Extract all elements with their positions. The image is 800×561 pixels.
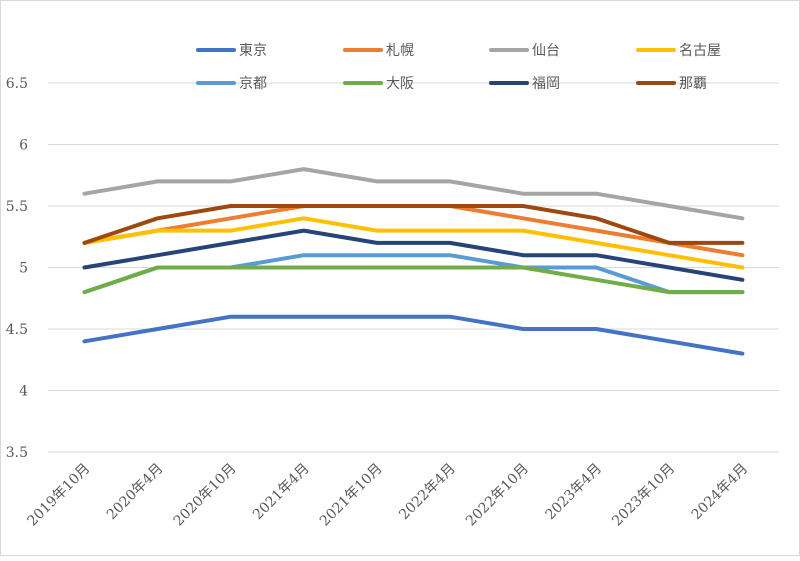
x-tick-label: 2020年4月	[104, 461, 167, 524]
legend-label: 名古屋	[679, 43, 721, 59]
legend-label: 札幌	[386, 43, 414, 59]
series-line-那覇	[82, 204, 745, 245]
x-tick-label: 2019年10月	[24, 461, 93, 530]
x-tick-label: 2021年4月	[250, 461, 313, 524]
y-tick-label: 5	[19, 261, 28, 277]
x-tick-label: 2023年10月	[609, 461, 678, 530]
legend-label: 仙台	[532, 43, 560, 59]
x-tick-label: 2023年4月	[542, 461, 605, 524]
y-tick-label: 3.5	[6, 445, 28, 461]
y-tick-label: 4	[19, 384, 28, 400]
y-tick-label: 5.5	[6, 199, 28, 215]
series-line-名古屋	[82, 216, 745, 270]
x-tick-label: 2020年10月	[171, 461, 240, 530]
legend-label: 那覇	[679, 76, 707, 92]
x-axis-ticks: 2019年10月 2020年4月 2020年10月 2021年4月 2021年10月 20…	[24, 461, 751, 530]
legend-label: 東京	[239, 43, 267, 59]
y-tick-label: 6.5	[6, 76, 28, 92]
y-axis-ticks: 3.5 4 4.5 5 5.5 6 6.5	[6, 76, 28, 461]
y-tick-label: 6	[19, 138, 28, 154]
legend-label: 京都	[239, 76, 267, 92]
series-line-東京	[82, 314, 745, 356]
series-line-大阪	[82, 265, 745, 295]
x-tick-label: 2021年10月	[317, 461, 386, 530]
x-tick-label: 2022年10月	[463, 461, 532, 530]
series-line-福岡	[82, 228, 745, 282]
legend-label: 大阪	[386, 76, 414, 92]
legend-label: 福岡	[532, 76, 560, 92]
x-tick-label: 2024年4月	[689, 461, 752, 524]
series-lines	[82, 167, 745, 356]
x-tick-label: 2022年4月	[396, 461, 459, 524]
series-line-仙台	[82, 167, 745, 221]
y-tick-label: 4.5	[6, 322, 28, 338]
